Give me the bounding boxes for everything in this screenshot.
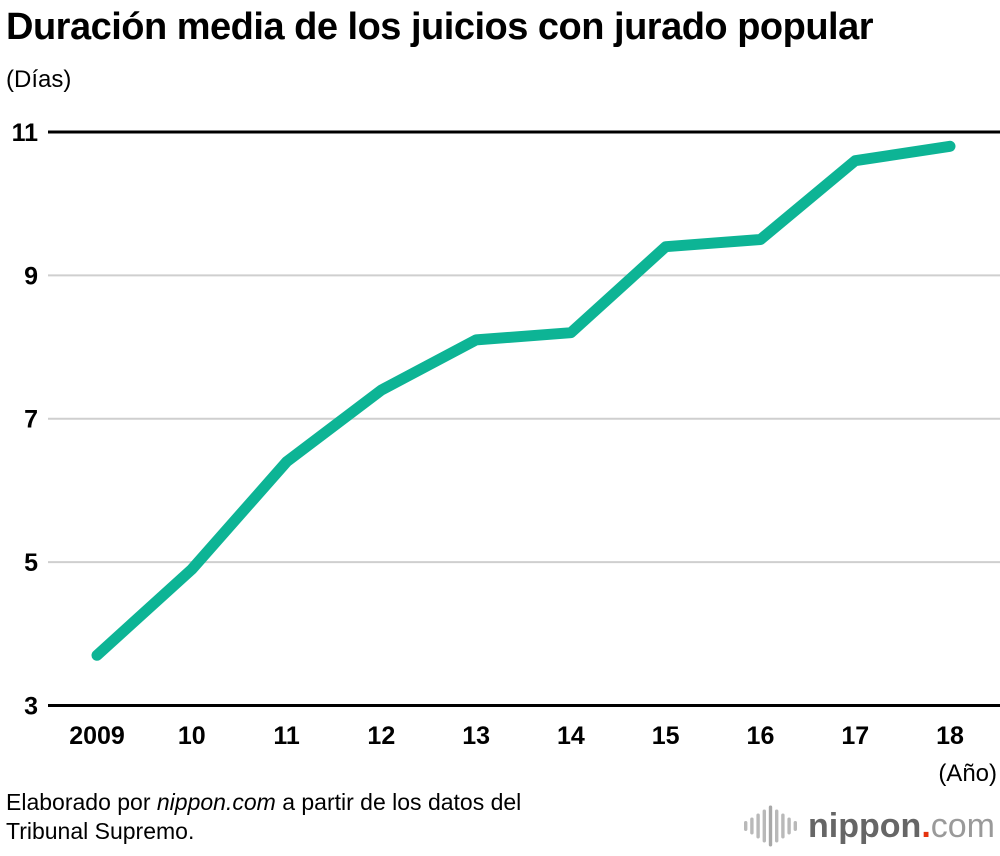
- x-axis-unit-label: (Año): [938, 760, 997, 787]
- y-tick-label: 11: [12, 119, 39, 147]
- x-tick-label: 2009: [69, 722, 125, 750]
- chart-title: Duración media de los juicios con jurado…: [6, 6, 874, 48]
- nippon-soundwave-icon: [744, 805, 798, 847]
- x-tick-label: 13: [462, 722, 490, 750]
- x-tick-label: 14: [557, 722, 585, 750]
- source-note-brand: nippon.com: [156, 789, 276, 815]
- x-tick-label: 15: [652, 722, 680, 750]
- source-note-suffix: a partir de los datos del: [275, 789, 522, 815]
- x-tick-label: 10: [178, 722, 206, 750]
- y-tick-label: 9: [24, 262, 38, 290]
- x-tick-label: 17: [841, 722, 869, 750]
- nippon-logo-tld: com: [930, 806, 995, 845]
- x-tick-label: 16: [747, 722, 775, 750]
- x-tick-label: 18: [936, 722, 964, 750]
- source-note: Elaborado por nippon.com a partir de los…: [6, 788, 666, 846]
- source-note-line2: Tribunal Supremo.: [6, 818, 195, 844]
- x-tick-label: 11: [273, 722, 300, 750]
- source-note-prefix: Elaborado por: [6, 789, 157, 815]
- y-tick-label: 3: [24, 693, 38, 721]
- trend-line: [91, 140, 956, 661]
- nippon-logo-name: nippon: [808, 806, 922, 845]
- nippon-logo-dot: .: [921, 806, 931, 845]
- y-tick-label: 5: [24, 549, 38, 577]
- y-axis-unit-label: (Días): [6, 66, 72, 93]
- x-tick-label: 12: [367, 722, 395, 750]
- nippon-logo: nippon.com: [744, 804, 995, 848]
- nippon-logo-text: nippon.com: [808, 807, 995, 846]
- y-tick-label: 7: [24, 406, 38, 434]
